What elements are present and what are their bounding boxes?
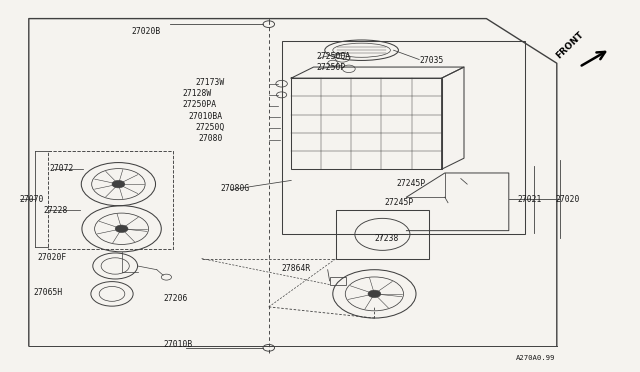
Circle shape [368, 290, 381, 298]
Text: 27238: 27238 [374, 234, 399, 243]
Bar [282, 41, 525, 234]
Text: 27010B: 27010B [163, 340, 193, 349]
Bar [330, 277, 346, 285]
Text: 27228: 27228 [44, 206, 68, 215]
Circle shape [115, 225, 128, 232]
Text: 27206: 27206 [163, 294, 188, 303]
Text: 27035: 27035 [419, 56, 444, 65]
Text: 27128W: 27128W [182, 89, 212, 98]
Text: 27250QA: 27250QA [317, 52, 351, 61]
Text: 27245P: 27245P [384, 198, 413, 207]
Text: 27250P: 27250P [317, 63, 346, 72]
Bar [48, 151, 173, 249]
Text: FRONT: FRONT [554, 30, 585, 60]
Text: 27020: 27020 [556, 195, 580, 203]
Bar [291, 78, 442, 169]
Text: 27020B: 27020B [131, 27, 161, 36]
Text: 27250Q: 27250Q [195, 123, 225, 132]
Text: 27010BA: 27010BA [189, 112, 223, 121]
Text: 27080: 27080 [198, 134, 223, 143]
Text: 27065H: 27065H [34, 288, 63, 296]
Circle shape [112, 180, 125, 188]
Text: A270A0.99: A270A0.99 [516, 355, 556, 361]
Text: 27250PA: 27250PA [182, 100, 216, 109]
Text: 27020F: 27020F [37, 253, 67, 262]
Text: 27072: 27072 [49, 164, 74, 173]
Text: 27245P: 27245P [397, 179, 426, 187]
Text: 27864R: 27864R [282, 264, 311, 273]
Text: 27173W: 27173W [195, 78, 225, 87]
Bar [336, 210, 429, 259]
Text: 27080G: 27080G [221, 184, 250, 193]
Text: 27021: 27021 [517, 195, 541, 203]
Text: 27070: 27070 [20, 195, 44, 203]
